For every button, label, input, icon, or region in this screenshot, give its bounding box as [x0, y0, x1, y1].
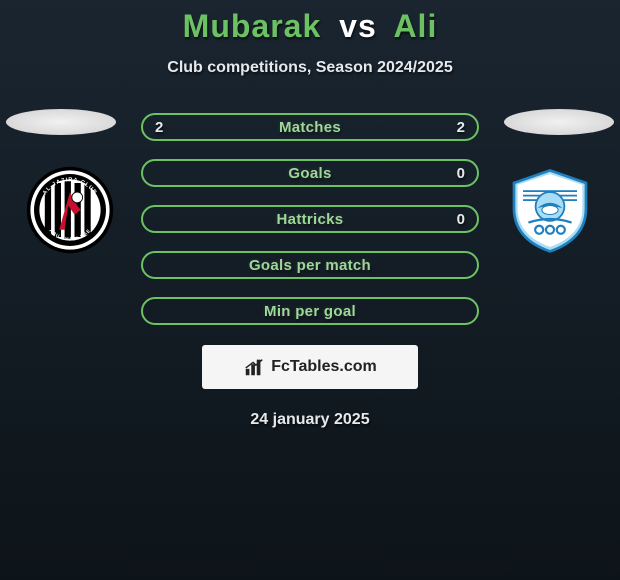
bar-chart-icon: [243, 356, 265, 378]
stats-stage: AL-JAZIRA CLUB ABU DHABI-UAE: [0, 113, 620, 325]
left-team-badge: AL-JAZIRA CLUB ABU DHABI-UAE: [20, 165, 120, 255]
dibba-badge-icon: [500, 165, 600, 255]
stat-value-right: 0: [457, 165, 465, 182]
stat-bar: Goals 0: [141, 159, 479, 187]
stat-label: Hattricks: [277, 211, 344, 228]
right-photo-placeholder: [504, 109, 614, 135]
watermark-text: FcTables.com: [271, 358, 377, 376]
title-player2: Ali: [393, 8, 437, 44]
title-vs: vs: [339, 8, 377, 44]
al-jazira-badge-icon: AL-JAZIRA CLUB ABU DHABI-UAE: [20, 165, 120, 255]
stat-bars: Matches 2 2 Goals 0 Hattricks 0 Goals per match…: [141, 113, 479, 325]
subtitle: Club competitions, Season 2024/2025: [0, 59, 620, 77]
stat-bar: Min per goal: [141, 297, 479, 325]
stat-label: Goals: [288, 165, 331, 182]
stat-value-left: 2: [155, 119, 163, 136]
left-photo-placeholder: [6, 109, 116, 135]
stat-value-right: 2: [457, 119, 465, 136]
stat-value-right: 0: [457, 211, 465, 228]
stat-label: Goals per match: [249, 257, 371, 274]
stat-label: Min per goal: [264, 303, 356, 320]
page-title: Mubarak vs Ali: [0, 8, 620, 45]
stat-label: Matches: [279, 119, 341, 136]
stat-bar: Goals per match: [141, 251, 479, 279]
date-label: 24 january 2025: [0, 411, 620, 429]
stat-bar: Hattricks 0: [141, 205, 479, 233]
watermark: FcTables.com: [202, 345, 418, 389]
title-player1: Mubarak: [183, 8, 322, 44]
comparison-card: Mubarak vs Ali Club competitions, Season…: [0, 0, 620, 429]
right-team-badge: [500, 165, 600, 255]
stat-bar: Matches 2 2: [141, 113, 479, 141]
